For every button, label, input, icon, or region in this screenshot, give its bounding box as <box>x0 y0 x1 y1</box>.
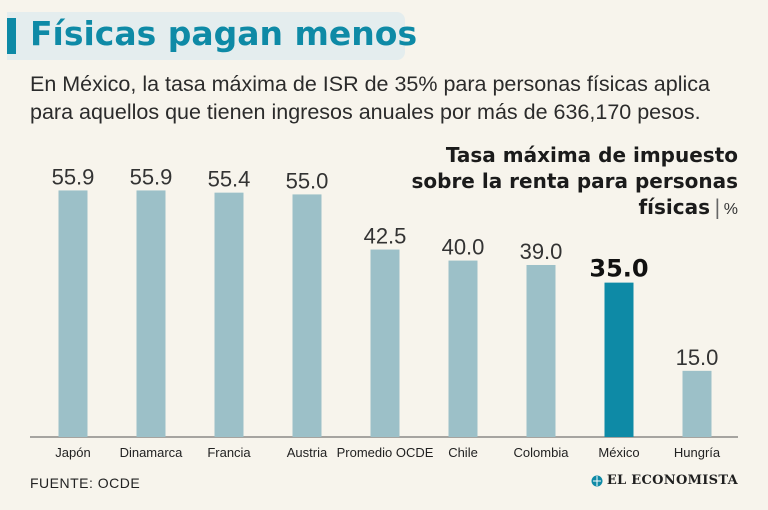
category-label-4: Promedio OCDE <box>337 445 434 460</box>
page-subtitle: En México, la tasa máxima de ISR de 35% … <box>30 72 710 124</box>
value-label-5: 40.0 <box>442 235 485 260</box>
bar-5 <box>448 260 478 437</box>
value-label-4: 42.5 <box>364 224 407 249</box>
chart-title-line-3: físicas <box>638 195 711 219</box>
bar-4 <box>370 249 400 437</box>
category-label-2: Francia <box>207 445 251 460</box>
category-label-3: Austria <box>287 445 328 460</box>
value-label-2: 55.4 <box>208 167 251 192</box>
bar-0 <box>58 190 88 437</box>
title-accent-bar <box>7 18 16 54</box>
bar-8 <box>682 370 712 437</box>
value-label-6: 39.0 <box>520 239 563 264</box>
globe-icon <box>591 475 603 486</box>
logo-text: EL ECONOMISTA <box>606 473 738 488</box>
source-note: FUENTE: OCDE <box>30 475 141 491</box>
bar-3 <box>292 194 322 437</box>
category-label-7: México <box>598 445 639 460</box>
category-label-0: Japón <box>55 445 90 460</box>
page-title: Físicas pagan menos <box>30 14 418 53</box>
value-label-8: 15.0 <box>676 345 719 370</box>
title-separator: | <box>714 195 721 219</box>
category-label-6: Colombia <box>514 445 570 460</box>
value-label-1: 55.9 <box>130 164 173 189</box>
value-label-3: 55.0 <box>286 168 329 193</box>
bar-2 <box>214 192 244 437</box>
chart-title: Tasa máxima de impuesto sobre la renta p… <box>338 142 738 223</box>
title-banner <box>7 12 405 60</box>
logo: EL ECONOMISTA <box>591 473 738 488</box>
bar-7 <box>604 282 634 437</box>
bar-6 <box>526 264 556 437</box>
chart-title-line-1: Tasa máxima de impuesto <box>445 143 738 167</box>
value-label-0: 55.9 <box>52 164 95 189</box>
bar-1 <box>136 190 166 437</box>
category-label-5: Chile <box>448 445 478 460</box>
value-label-7: 35.0 <box>589 255 648 283</box>
chart-title-line-2: sobre la renta para personas <box>411 169 738 193</box>
category-label-1: Dinamarca <box>120 445 184 460</box>
category-label-8: Hungría <box>674 445 721 460</box>
chart-unit: % <box>723 201 738 218</box>
